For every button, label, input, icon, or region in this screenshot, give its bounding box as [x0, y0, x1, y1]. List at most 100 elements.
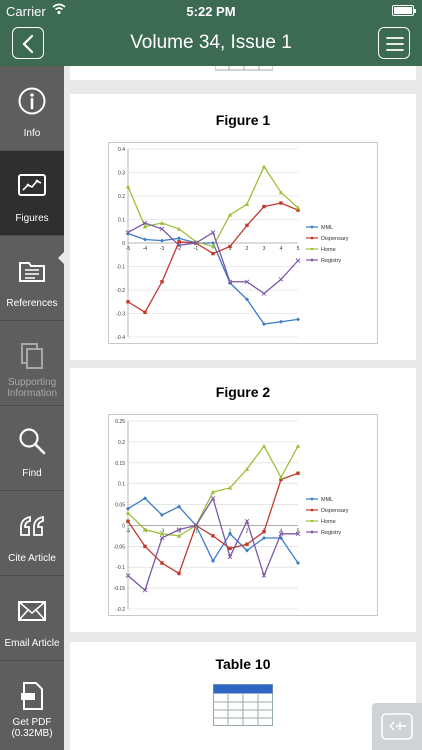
legend-marker [310, 519, 314, 523]
y-tick-label: -0.4 [116, 335, 125, 341]
data-point [245, 548, 249, 553]
y-tick-label: 0.05 [115, 503, 125, 509]
data-point [244, 202, 250, 207]
legend-marker [310, 258, 314, 262]
sidebar-item-supporting-information[interactable]: Supporting Information [0, 321, 64, 406]
legend-marker [310, 225, 314, 229]
back-button[interactable] [12, 27, 44, 59]
status-bar: Carrier 5:22 PM [0, 0, 422, 22]
sidebar-item-label: Get PDF (0.32MB) [11, 717, 53, 739]
search-icon [19, 428, 46, 455]
chevron-left-icon [22, 34, 34, 54]
data-point [159, 226, 165, 232]
sidebar-item-references[interactable]: References [0, 236, 64, 321]
y-tick-label: -0.1 [116, 265, 125, 271]
figure-title: Figure 2 [215, 384, 271, 400]
envelope-icon [18, 601, 46, 621]
sidebar-item-find[interactable]: Find [0, 406, 64, 491]
table-thumbnail-icon [213, 684, 273, 726]
legend-label: Home [321, 519, 336, 525]
data-point [262, 530, 266, 534]
data-point [142, 224, 148, 229]
data-point [261, 573, 267, 578]
chart-icon [18, 174, 46, 196]
documents-icon [21, 343, 43, 369]
y-tick-label: -0.15 [114, 586, 126, 592]
data-point [228, 531, 232, 536]
y-tick-label: 0.3 [118, 171, 125, 177]
x-tick-label: -2 [177, 246, 182, 252]
figures-list[interactable]: Figure 1 0.4 0.3 0.2 0.1 0 -0.1 -0.2 -0.3 -0.4 -5… [64, 66, 422, 750]
data-point [245, 297, 249, 302]
data-point [211, 534, 215, 538]
data-point [296, 208, 300, 212]
data-point [261, 164, 267, 169]
legend-marker [310, 247, 314, 251]
data-point [210, 230, 216, 235]
data-point [295, 531, 301, 537]
legend-label: Dispensary [321, 508, 349, 514]
data-point [295, 205, 301, 210]
sidebar-item-cite-article[interactable]: Cite Article [0, 491, 64, 576]
sidebar-item-label: Info [23, 128, 41, 139]
data-point [176, 243, 182, 248]
table-card-partial[interactable] [70, 66, 416, 80]
sidebar-item-get-pdf[interactable]: Get PDF (0.32MB) [0, 661, 64, 750]
data-point [176, 226, 182, 231]
data-point [261, 291, 267, 296]
data-point [227, 485, 233, 490]
wifi-icon [52, 3, 66, 15]
x-tick-label: 3 [263, 246, 266, 252]
data-point [211, 558, 215, 563]
x-tick-label: -5 [126, 528, 131, 534]
data-point [177, 504, 181, 509]
data-point [228, 244, 232, 249]
sidebar-item-figures[interactable]: Figures [0, 151, 64, 236]
x-tick-label: -3 [160, 246, 165, 252]
data-point [159, 535, 165, 541]
y-tick-label: -0.05 [114, 544, 126, 550]
data-point [261, 443, 267, 448]
x-tick-label: 5 [297, 528, 300, 534]
figure-card[interactable]: Figure 2 0.25 0.2 0.15 0.1 0.05 0 -0.05 -0.1 -0.… [70, 368, 416, 632]
x-tick-label: -1 [194, 528, 199, 534]
y-tick-label: 0.25 [115, 419, 125, 425]
collapse-panel-button[interactable] [372, 703, 422, 750]
data-point [295, 258, 301, 263]
sidebar-item-label: Figures [15, 213, 49, 224]
menu-button[interactable] [378, 27, 410, 59]
x-tick-label: 4 [280, 246, 283, 252]
legend-label: Registry [321, 258, 341, 264]
y-tick-label: -0.1 [116, 565, 125, 571]
x-tick-label: 4 [280, 528, 283, 534]
data-point [125, 573, 131, 578]
legend-marker [310, 497, 314, 501]
data-point [160, 561, 164, 565]
legend-label: Home [321, 247, 336, 253]
chart-frame [108, 414, 378, 616]
data-point [278, 475, 284, 480]
data-point [125, 510, 131, 515]
sidebar-item-info[interactable]: Info [0, 66, 64, 151]
data-point [142, 220, 148, 226]
x-tick-label: 2 [246, 246, 249, 252]
sidebar-item-email-article[interactable]: Email Article [0, 576, 64, 661]
pdf-icon [21, 682, 43, 710]
collapse-icon [381, 713, 413, 740]
selection-pointer [58, 251, 65, 265]
figure-card[interactable]: Figure 1 0.4 0.3 0.2 0.1 0 -0.1 -0.2 -0.3 -0.4 -5… [70, 94, 416, 360]
y-tick-label: -0.3 [116, 312, 125, 318]
data-point [143, 310, 147, 315]
data-point [176, 533, 182, 538]
legend-marker [310, 508, 314, 512]
data-point [296, 317, 300, 322]
legend-marker [310, 530, 314, 534]
quote-icon [20, 515, 44, 536]
legend-label: MML [321, 225, 333, 231]
legend-label: MML [321, 497, 333, 503]
table-card[interactable]: Table 10 [70, 642, 416, 750]
data-point [244, 518, 250, 524]
x-tick-label: -2 [177, 528, 182, 534]
data-point [160, 280, 164, 284]
x-tick-label: 1 [229, 528, 232, 534]
